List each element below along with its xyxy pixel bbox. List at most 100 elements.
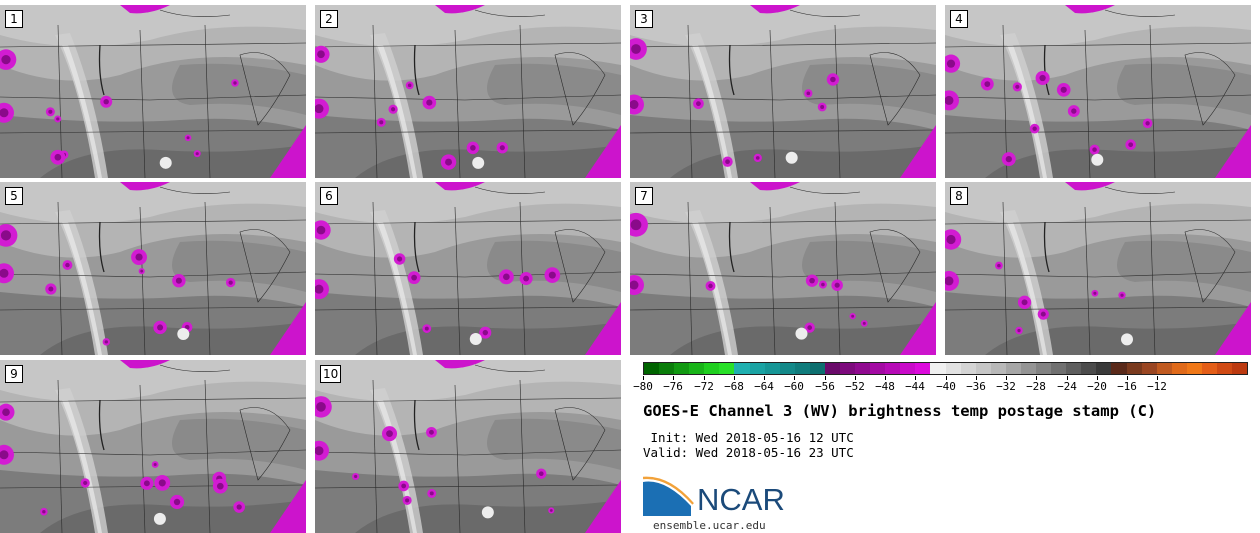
colorbar-swatch bbox=[945, 363, 961, 374]
map-panel: 5 bbox=[0, 182, 306, 355]
map-panel: 8 bbox=[945, 182, 1251, 355]
colorbar-swatch bbox=[1126, 363, 1142, 374]
colorbar-swatch bbox=[930, 363, 946, 374]
colorbar-swatch bbox=[674, 363, 690, 374]
panel-label: 5 bbox=[5, 187, 23, 205]
colorbar-tick-label: −64 bbox=[754, 380, 774, 393]
colorbar-tick-label: −16 bbox=[1117, 380, 1137, 393]
panel-label: 8 bbox=[950, 187, 968, 205]
colorbar-swatch bbox=[1201, 363, 1217, 374]
colorbar-swatch bbox=[1036, 363, 1052, 374]
colorbar-tick bbox=[794, 376, 795, 380]
panel-label: 10 bbox=[320, 365, 342, 383]
map-panel: 3 bbox=[630, 5, 936, 178]
valid-time: Valid: Wed 2018-05-16 23 UTC bbox=[643, 445, 854, 460]
colorbar-tick bbox=[946, 376, 947, 380]
panel-label: 2 bbox=[320, 10, 338, 28]
colorbar-tick bbox=[1097, 376, 1098, 380]
colorbar-swatch bbox=[704, 363, 720, 374]
colorbar-tick-label: −80 bbox=[633, 380, 653, 393]
colorbar-tick-label: −36 bbox=[966, 380, 986, 393]
colorbar-swatch bbox=[960, 363, 976, 374]
colorbar-ticks: −80 −76 −72 −68 −64 −60 −56 −52 −48 −44 −40 −36 −32−… bbox=[633, 376, 1248, 396]
colorbar-swatch bbox=[659, 363, 675, 374]
colorbar-swatch bbox=[990, 363, 1006, 374]
colorbar-swatch bbox=[779, 363, 795, 374]
colorbar-swatch bbox=[809, 363, 825, 374]
colorbar-swatch bbox=[644, 363, 660, 374]
water-vapor-map bbox=[0, 182, 306, 355]
water-vapor-map bbox=[315, 360, 621, 533]
map-panel: 7 bbox=[630, 182, 936, 355]
colorbar-tick bbox=[643, 376, 644, 380]
colorbar-swatch bbox=[1020, 363, 1037, 374]
colorbar-tick bbox=[1127, 376, 1128, 380]
colorbar-swatch bbox=[975, 363, 991, 374]
colorbar-tick-label: −52 bbox=[845, 380, 865, 393]
colorbar-tick-label: −72 bbox=[694, 380, 714, 393]
colorbar-swatch bbox=[749, 363, 765, 374]
figure-title: GOES-E Channel 3 (WV) brightness temp po… bbox=[643, 402, 1157, 420]
colorbar-swatch bbox=[764, 363, 780, 374]
colorbar-tick bbox=[976, 376, 977, 380]
colorbar-tick bbox=[1067, 376, 1068, 380]
colorbar-swatch bbox=[840, 363, 856, 374]
colorbar-tick-label: −44 bbox=[905, 380, 925, 393]
colorbar-swatch bbox=[1081, 363, 1097, 374]
colorbar-swatch bbox=[1186, 363, 1202, 374]
website-url: ensemble.ucar.edu bbox=[653, 519, 766, 532]
panel-label: 4 bbox=[950, 10, 968, 28]
water-vapor-map bbox=[945, 5, 1251, 178]
colorbar-swatch bbox=[1066, 363, 1082, 374]
panel-label: 6 bbox=[320, 187, 338, 205]
ncar-logo-icon bbox=[643, 476, 694, 516]
water-vapor-map bbox=[630, 182, 936, 355]
colorbar-tick-label: −28 bbox=[1026, 380, 1046, 393]
colorbar-tick bbox=[764, 376, 765, 380]
colorbar-tick bbox=[915, 376, 916, 380]
colorbar-swatch bbox=[1216, 363, 1233, 374]
colorbar-tick bbox=[704, 376, 705, 380]
colorbar-tick bbox=[825, 376, 826, 380]
water-vapor-map bbox=[0, 5, 306, 178]
map-panel: 1 bbox=[0, 5, 306, 178]
water-vapor-map bbox=[945, 182, 1251, 355]
map-panel: 10 bbox=[315, 360, 621, 533]
colorbar-swatch bbox=[689, 363, 705, 374]
colorbar-swatch bbox=[900, 363, 916, 374]
colorbar-swatch bbox=[855, 363, 871, 374]
colorbar-swatch bbox=[1232, 363, 1248, 374]
ncar-logo-text: NCAR bbox=[697, 482, 785, 517]
colorbar-swatch bbox=[870, 363, 886, 374]
map-panel: 4 bbox=[945, 5, 1251, 178]
colorbar-tick-label: −24 bbox=[1057, 380, 1077, 393]
colorbar-tick-label: −68 bbox=[724, 380, 744, 393]
colorbar-swatch bbox=[794, 363, 810, 374]
colorbar-swatch bbox=[1156, 363, 1172, 374]
colorbar-swatch bbox=[1096, 363, 1112, 374]
colorbar-tick-label: −48 bbox=[875, 380, 895, 393]
colorbar-tick-label: −20 bbox=[1087, 380, 1107, 393]
water-vapor-map bbox=[0, 360, 306, 533]
water-vapor-map bbox=[630, 5, 936, 178]
colorbar-tick-label: −56 bbox=[815, 380, 835, 393]
colorbar-swatch bbox=[1111, 363, 1127, 374]
colorbar-tick-label: −60 bbox=[784, 380, 804, 393]
panel-label: 3 bbox=[635, 10, 653, 28]
panel-label: 7 bbox=[635, 187, 653, 205]
colorbar-swatch bbox=[1141, 363, 1157, 374]
water-vapor-map bbox=[315, 5, 621, 178]
water-vapor-map bbox=[315, 182, 621, 355]
map-panel: 2 bbox=[315, 5, 621, 178]
colorbar-tick bbox=[673, 376, 674, 380]
colorbar-tick-label: −12 bbox=[1147, 380, 1167, 393]
panel-label: 1 bbox=[5, 10, 23, 28]
colorbar-swatch bbox=[1005, 363, 1021, 374]
map-panel: 6 bbox=[315, 182, 621, 355]
colorbar-tick-label: −40 bbox=[936, 380, 956, 393]
colorbar-tick-label: −32 bbox=[996, 380, 1016, 393]
colorbar-tick bbox=[1036, 376, 1037, 380]
panel-label: 9 bbox=[5, 365, 23, 383]
colorbar-swatch bbox=[885, 363, 901, 374]
colorbar-swatch bbox=[915, 363, 931, 374]
